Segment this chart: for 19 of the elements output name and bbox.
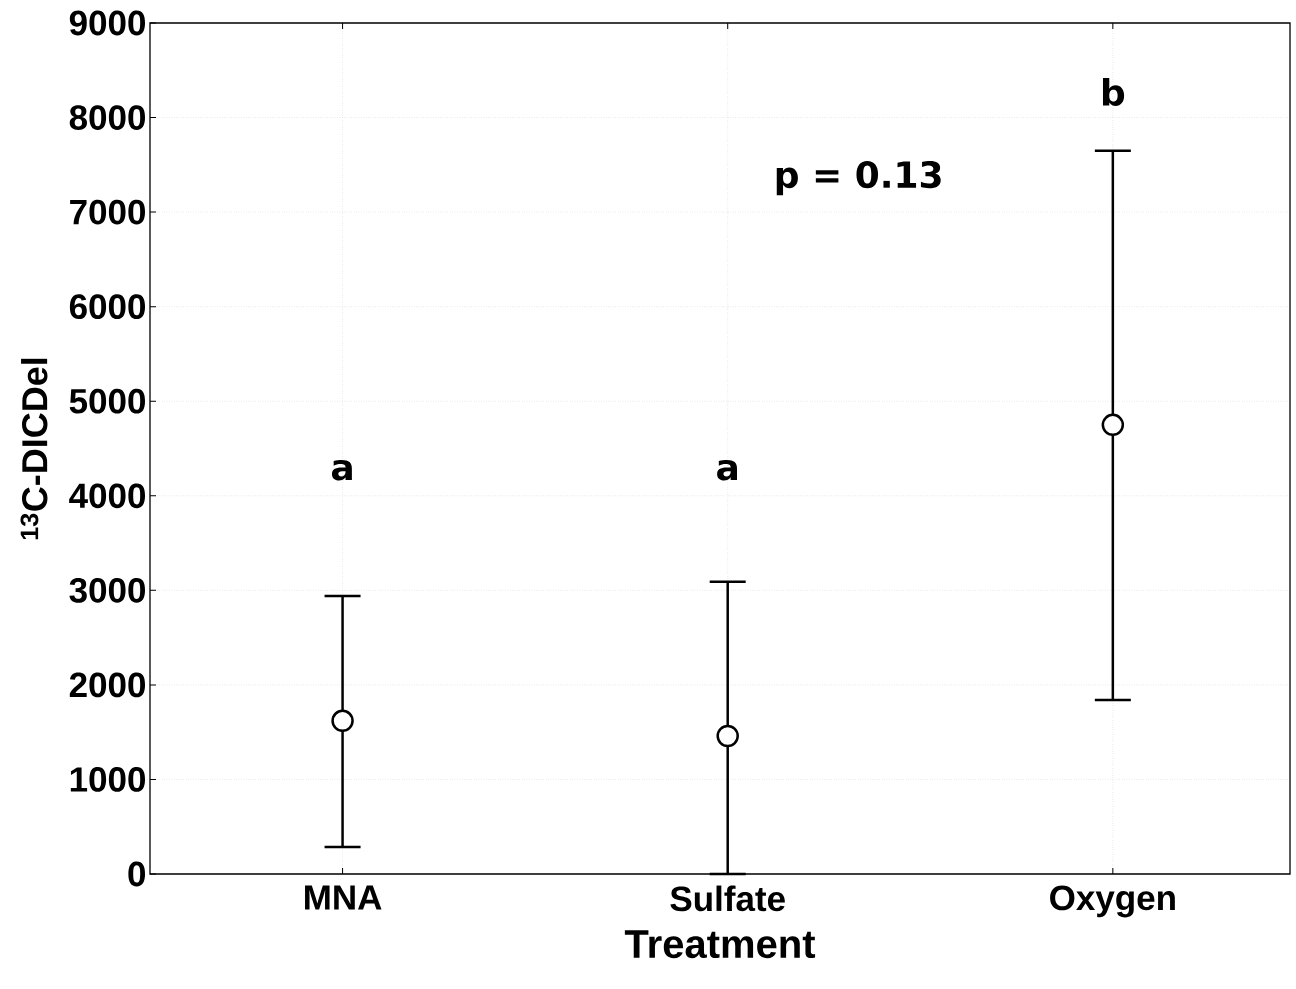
annotation: a [331,459,352,481]
y-axis-title: $^{13}$C-DICDel [20,358,48,540]
x-tick-label: Sulfate [670,885,785,912]
y-tick-label: 6000 [69,294,146,320]
x-tick-label: Oxygen [1050,885,1175,918]
x-axis-title: Treatment [624,930,816,959]
y-tick-label: 4000 [69,483,146,509]
y-tick-label: 9000 [69,10,146,36]
y-tick-label: 0 [128,861,146,887]
y-tick-label: 2000 [69,672,146,698]
y-tick-label: 5000 [69,388,146,414]
annotation: a [717,459,738,481]
y-tick-label: 3000 [69,577,146,603]
y-tick-label: 8000 [69,105,146,130]
y-tick-label: 7000 [70,199,146,225]
y-tick-label: 1000 [70,767,146,792]
annotation: p = 0.13 [776,160,941,196]
x-tick-label: MNA [305,885,382,910]
annotation: b [1102,78,1125,106]
